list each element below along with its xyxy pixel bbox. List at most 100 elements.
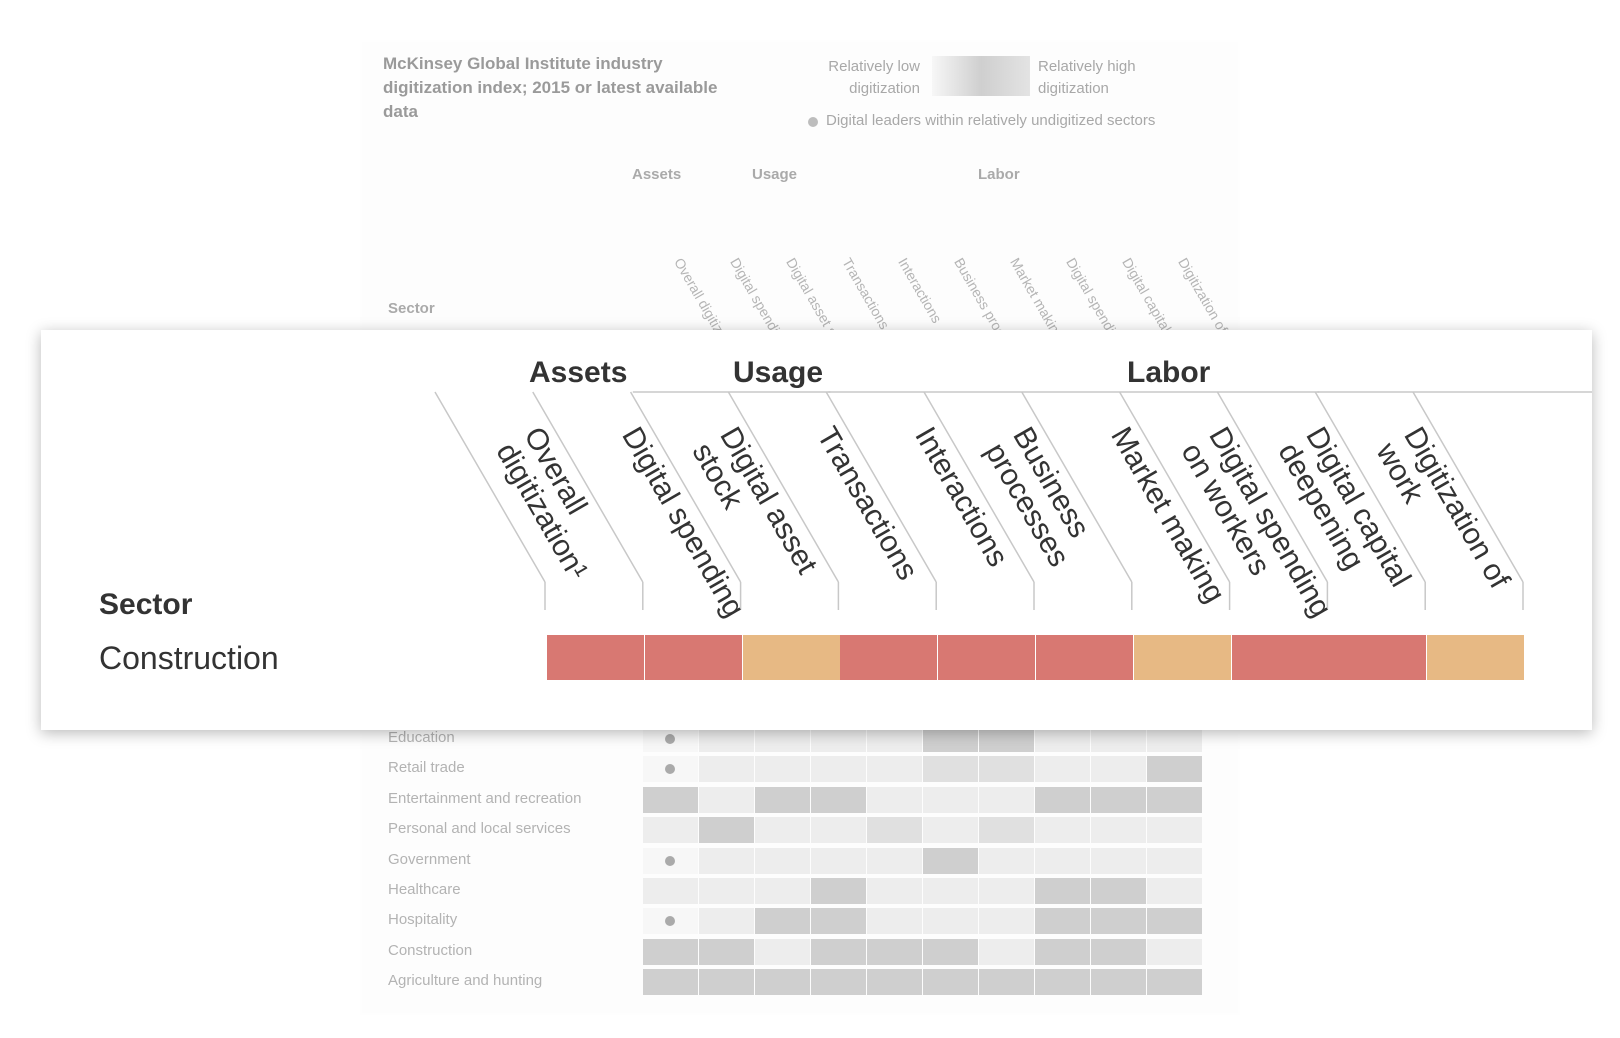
divider-line bbox=[923, 391, 1035, 583]
bg-cell bbox=[755, 908, 810, 935]
bg-cell bbox=[867, 908, 922, 935]
bg-cell bbox=[979, 908, 1034, 935]
bg-cell bbox=[1091, 878, 1146, 904]
bg-cell bbox=[699, 756, 754, 783]
bg-cell bbox=[643, 786, 698, 813]
bg-cell bbox=[1147, 756, 1202, 783]
bg-group-usage: Usage bbox=[752, 166, 798, 183]
bg-cell bbox=[699, 786, 754, 813]
bg-cell bbox=[811, 847, 866, 874]
bg-cell bbox=[1147, 786, 1202, 813]
heat-cell-digital-capital-deepening bbox=[1329, 635, 1427, 680]
bg-cell bbox=[755, 786, 810, 813]
bg-cell bbox=[643, 878, 698, 904]
bg-cell bbox=[1035, 847, 1090, 874]
heat-cell-digital-spending bbox=[644, 635, 742, 680]
bg-cell bbox=[867, 726, 922, 752]
bg-cell bbox=[867, 847, 922, 874]
bg-row-label-entertainment-and-recreation: Entertainment and recreation bbox=[388, 789, 582, 807]
sector-header: Sector bbox=[99, 588, 193, 621]
bg-cell bbox=[811, 938, 866, 965]
digital-leader-dot bbox=[665, 734, 675, 744]
bg-row-label-hospitality: Hospitality bbox=[388, 911, 458, 929]
bg-cell bbox=[923, 756, 978, 783]
bg-cell bbox=[699, 938, 754, 965]
bg-cell bbox=[699, 969, 754, 996]
bg-cell bbox=[1035, 756, 1090, 783]
bg-cell bbox=[923, 938, 978, 965]
bg-row-label-government: Government bbox=[388, 850, 471, 868]
group-usage: Usage bbox=[733, 356, 824, 389]
bg-cell bbox=[979, 847, 1034, 874]
bg-cell bbox=[1035, 969, 1090, 996]
bg-cell bbox=[1091, 817, 1146, 844]
bg-cell bbox=[755, 756, 810, 783]
bg-cell bbox=[923, 908, 978, 935]
bg-cell bbox=[811, 756, 866, 783]
heat-cell-overall-digitization bbox=[547, 635, 644, 680]
bg-cell bbox=[867, 969, 922, 996]
bg-cell bbox=[1091, 969, 1146, 996]
bg-cell bbox=[1091, 726, 1146, 752]
bg-cell bbox=[755, 847, 810, 874]
bg-cell bbox=[1035, 878, 1090, 904]
bg-cell bbox=[1035, 908, 1090, 935]
bg-row-label-agriculture-and-hunting: Agriculture and hunting bbox=[388, 972, 543, 990]
bg-cell bbox=[1091, 847, 1146, 874]
bg-cell bbox=[867, 938, 922, 965]
digital-leader-dot bbox=[665, 916, 675, 927]
heat-cell-market-making bbox=[1133, 635, 1231, 680]
digital-leader-dot bbox=[665, 855, 675, 866]
bg-cell bbox=[867, 878, 922, 904]
bg-cell bbox=[755, 726, 810, 752]
bg-cell bbox=[923, 847, 978, 874]
divider-line bbox=[1412, 391, 1524, 583]
legend-dot-label: Digital leaders within relatively undigi… bbox=[826, 112, 1156, 129]
bg-cell bbox=[699, 878, 754, 904]
bg-cell bbox=[699, 817, 754, 844]
bg-cell bbox=[979, 878, 1034, 904]
bg-cell bbox=[1091, 908, 1146, 935]
digital-leader-dot bbox=[665, 764, 675, 775]
bg-cell bbox=[979, 817, 1034, 844]
bg-row-label-education: Education bbox=[388, 729, 455, 746]
bg-cell bbox=[979, 756, 1034, 783]
legend-gradient bbox=[932, 56, 1030, 96]
heat-cell-digital-spending-on-workers bbox=[1231, 635, 1329, 680]
bg-cell bbox=[867, 756, 922, 783]
bg-cell bbox=[811, 726, 866, 752]
bg-cell bbox=[1147, 969, 1202, 996]
bg-cell bbox=[1035, 938, 1090, 965]
bg-cell bbox=[979, 786, 1034, 813]
bg-cell bbox=[1035, 817, 1090, 844]
bg-cell bbox=[811, 908, 866, 935]
bg-cell bbox=[1091, 786, 1146, 813]
bg-cell bbox=[699, 726, 754, 752]
bg-cell bbox=[755, 817, 810, 844]
bg-cell bbox=[699, 908, 754, 935]
header-divider-lines bbox=[434, 391, 1592, 610]
bg-cell bbox=[643, 938, 698, 965]
divider-line bbox=[532, 391, 644, 583]
bg-cell bbox=[1147, 938, 1202, 965]
chart-title: McKinsey Global Institute industry digit… bbox=[383, 54, 718, 121]
heat-cell-business-processes bbox=[1036, 635, 1133, 680]
legend-dot-icon bbox=[808, 117, 818, 127]
bg-cell bbox=[811, 786, 866, 813]
legend-low-label: Relatively low digitization bbox=[828, 58, 920, 97]
bg-cell bbox=[923, 786, 978, 813]
divider-line bbox=[1021, 391, 1133, 583]
bg-cell bbox=[923, 969, 978, 996]
bg-cell bbox=[755, 938, 810, 965]
bg-cell bbox=[979, 969, 1034, 996]
highlight-row-label: Construction bbox=[99, 640, 279, 676]
heat-cell-interactions bbox=[938, 635, 1036, 680]
bg-cell bbox=[979, 938, 1034, 965]
bg-cell bbox=[979, 726, 1034, 752]
bg-cell bbox=[1147, 726, 1202, 752]
bg-cell bbox=[755, 969, 810, 996]
bg-cell bbox=[811, 969, 866, 996]
bg-row-label-retail-trade: Retail trade bbox=[388, 759, 465, 777]
bg-cell bbox=[1147, 817, 1202, 844]
bg-cell bbox=[867, 817, 922, 844]
